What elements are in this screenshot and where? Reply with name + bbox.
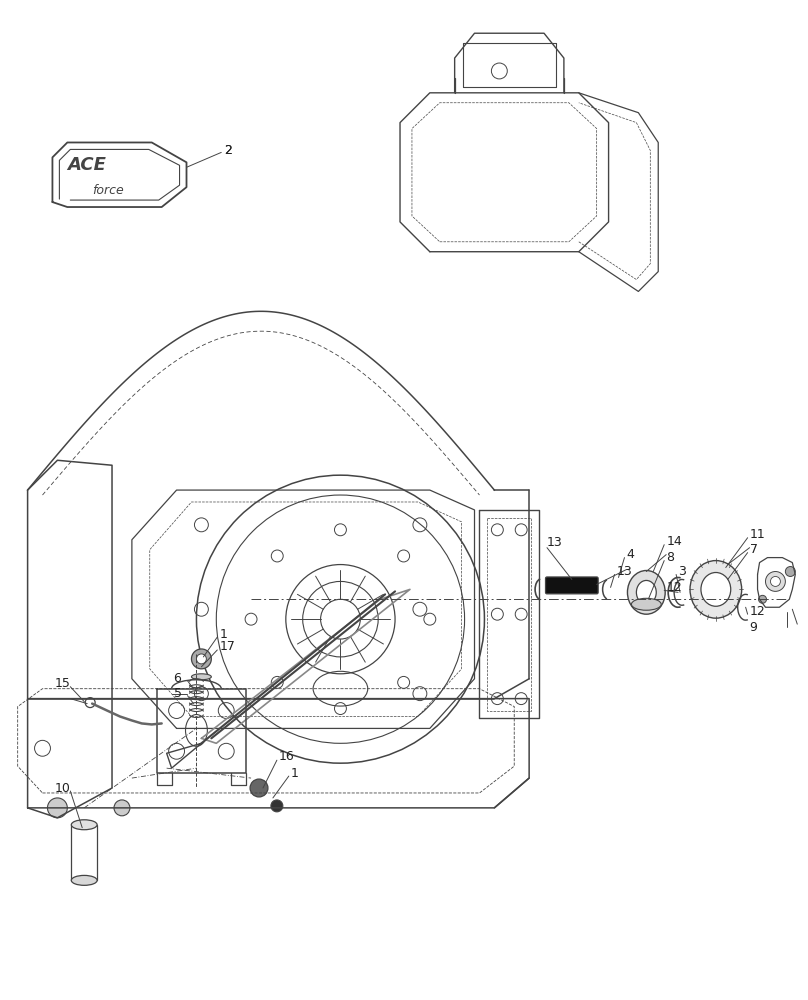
Text: force: force [92, 184, 124, 197]
Circle shape [759, 595, 767, 603]
Ellipse shape [701, 572, 730, 606]
Text: 1: 1 [291, 767, 299, 780]
Circle shape [48, 798, 67, 818]
Text: 4: 4 [626, 548, 634, 561]
Circle shape [196, 654, 206, 664]
Bar [71, 825, 97, 880]
Text: ACE: ACE [67, 156, 106, 174]
Text: 7: 7 [750, 543, 758, 556]
Circle shape [250, 779, 268, 797]
Text: 14: 14 [666, 535, 682, 548]
Circle shape [771, 576, 781, 586]
Ellipse shape [631, 598, 661, 610]
Text: 13: 13 [617, 565, 633, 578]
Circle shape [271, 800, 283, 812]
Text: 12: 12 [666, 581, 682, 594]
Ellipse shape [71, 875, 97, 885]
Text: 13: 13 [547, 536, 562, 549]
Circle shape [785, 567, 795, 576]
Text: 15: 15 [54, 677, 70, 690]
FancyBboxPatch shape [545, 577, 598, 594]
Circle shape [191, 649, 212, 669]
Text: 11: 11 [750, 528, 765, 541]
Circle shape [114, 800, 130, 816]
Ellipse shape [690, 561, 742, 618]
Text: 2: 2 [225, 144, 232, 157]
Text: 9: 9 [750, 621, 757, 634]
Text: 17: 17 [219, 640, 235, 653]
Text: 10: 10 [54, 782, 70, 795]
Text: 2: 2 [225, 144, 232, 157]
Circle shape [765, 572, 785, 591]
Ellipse shape [71, 820, 97, 830]
Text: 16: 16 [279, 750, 295, 763]
Text: 5: 5 [174, 687, 182, 700]
Ellipse shape [628, 571, 665, 614]
Text: 3: 3 [678, 565, 686, 578]
Text: 8: 8 [666, 551, 674, 564]
Ellipse shape [191, 674, 212, 680]
Ellipse shape [637, 580, 656, 604]
Text: 12: 12 [750, 605, 765, 618]
Text: 6: 6 [174, 672, 182, 685]
Text: 1: 1 [219, 628, 227, 641]
